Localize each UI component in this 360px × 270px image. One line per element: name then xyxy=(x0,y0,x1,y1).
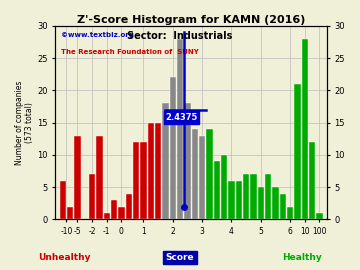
Bar xyxy=(177,39,183,220)
Bar xyxy=(140,142,147,220)
Bar xyxy=(265,174,271,220)
Bar xyxy=(162,103,168,220)
Bar xyxy=(74,136,81,220)
Bar xyxy=(243,174,249,220)
Bar xyxy=(213,161,220,220)
Text: Healthy: Healthy xyxy=(283,253,322,262)
Bar xyxy=(316,213,323,220)
Bar xyxy=(104,213,110,220)
Bar xyxy=(309,142,315,220)
Text: ©www.textbiz.org: ©www.textbiz.org xyxy=(61,32,134,38)
Bar xyxy=(96,136,103,220)
Text: 2.4375: 2.4375 xyxy=(165,113,198,122)
Bar xyxy=(111,200,117,220)
Y-axis label: Number of companies
(573 total): Number of companies (573 total) xyxy=(15,80,35,165)
Bar xyxy=(250,174,257,220)
Bar xyxy=(67,207,73,220)
Bar xyxy=(133,142,139,220)
Title: Z'-Score Histogram for KAMN (2016): Z'-Score Histogram for KAMN (2016) xyxy=(77,15,305,25)
Text: Sector:  Industrials: Sector: Industrials xyxy=(127,31,233,41)
Bar xyxy=(280,194,286,220)
Text: The Research Foundation of  SUNY: The Research Foundation of SUNY xyxy=(61,49,199,55)
Bar xyxy=(287,207,293,220)
Bar xyxy=(184,103,190,220)
Bar xyxy=(272,187,279,220)
Bar xyxy=(60,181,66,220)
Bar xyxy=(302,39,308,220)
Text: Score: Score xyxy=(166,253,194,262)
Bar xyxy=(192,129,198,220)
Bar xyxy=(199,136,205,220)
Bar xyxy=(170,77,176,220)
Bar xyxy=(228,181,234,220)
Bar xyxy=(258,187,264,220)
Bar xyxy=(155,123,161,220)
Bar xyxy=(118,207,125,220)
Bar xyxy=(89,174,95,220)
Bar xyxy=(236,181,242,220)
Bar xyxy=(294,84,301,220)
Text: Unhealthy: Unhealthy xyxy=(39,253,91,262)
Bar xyxy=(148,123,154,220)
Bar xyxy=(206,129,212,220)
Bar xyxy=(126,194,132,220)
Bar xyxy=(221,155,227,220)
